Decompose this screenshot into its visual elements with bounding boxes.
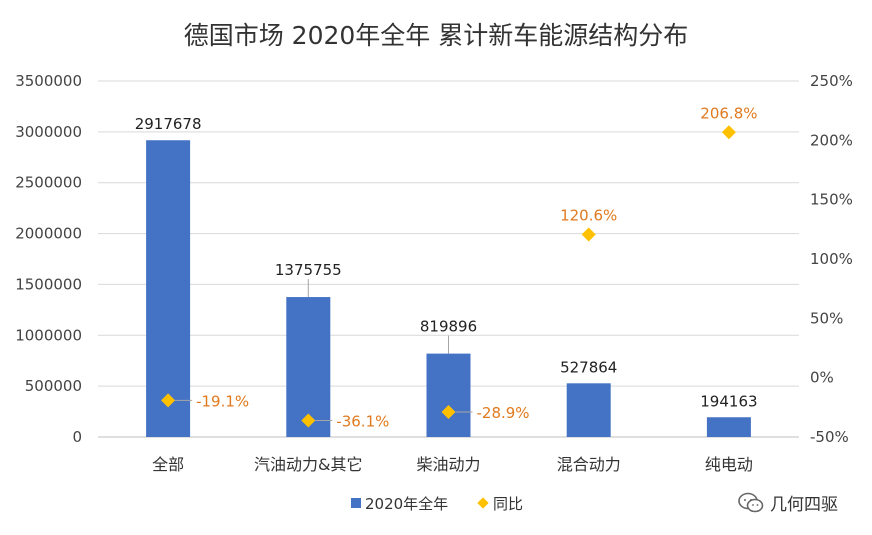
right-tick-label: 0% [810, 369, 834, 387]
bar [146, 140, 191, 437]
bar-value-label: 1375755 [275, 261, 342, 279]
watermark-text: 几何四驱 [770, 495, 838, 515]
right-tick-label: 200% [810, 131, 853, 149]
right-tick-label: 100% [810, 250, 853, 268]
marker-point [581, 227, 596, 242]
bar-value-label: 194163 [700, 392, 757, 410]
left-tick-label: 500000 [25, 377, 82, 395]
chart-title: 德国市场 2020年全年 累计新车能源结构分布 [184, 21, 689, 50]
bar [566, 383, 611, 437]
left-tick-label: 1000000 [15, 326, 82, 344]
marker-value-label: -28.9% [477, 404, 530, 422]
legend-marker-label: 同比 [493, 495, 523, 513]
right-tick-label: 250% [810, 72, 853, 90]
category-labels: 全部 汽油动力&其它 柴油动力 混合动力 纯电动 [152, 455, 753, 474]
left-tick-label: 3500000 [15, 72, 82, 90]
right-tick-label: -50% [810, 428, 849, 446]
legend-bar-label: 2020年全年 [365, 495, 448, 513]
marker-point [721, 125, 736, 140]
marker-value-label: -36.1% [336, 413, 389, 431]
left-tick-label: 3000000 [15, 123, 82, 141]
bar-series: 2917678 1375755 819896 527864 194163 [135, 115, 758, 437]
left-axis-ticks: 0 500000 1000000 1500000 2000000 2500000 30000… [15, 72, 82, 446]
marker-point [301, 413, 316, 428]
label-connectors [175, 279, 473, 422]
legend-bar-swatch [351, 498, 361, 508]
right-tick-label: 50% [810, 309, 843, 327]
category-label: 柴油动力 [416, 455, 480, 474]
marker-point [441, 404, 456, 419]
category-label: 全部 [152, 455, 184, 474]
watermark: 几何四驱 [738, 490, 838, 515]
bar [706, 417, 751, 437]
bar [426, 353, 471, 437]
marker-point [161, 393, 176, 408]
wechat-icon [738, 492, 764, 512]
marker-series: -19.1% -36.1% -28.9% 120.6% 206.8% [161, 104, 758, 431]
bar-value-label: 2917678 [135, 115, 202, 133]
marker-value-label: -19.1% [196, 392, 249, 410]
bar-value-label: 527864 [560, 358, 617, 376]
bar-value-label: 819896 [420, 318, 477, 336]
right-axis-ticks: -50% 0% 50% 100% 150% 200% 250% [810, 72, 853, 446]
left-tick-label: 0 [72, 428, 82, 446]
left-tick-label: 2000000 [15, 225, 82, 243]
right-tick-label: 150% [810, 191, 853, 209]
category-label: 纯电动 [705, 455, 753, 474]
marker-value-label: 206.8% [700, 104, 757, 122]
marker-value-label: 120.6% [560, 207, 617, 225]
left-tick-label: 2500000 [15, 174, 82, 192]
category-label: 汽油动力&其它 [254, 455, 362, 474]
legend-marker-swatch [477, 497, 489, 509]
left-tick-label: 1500000 [15, 275, 82, 293]
category-label: 混合动力 [557, 455, 621, 474]
legend: 2020年全年 同比 [351, 495, 523, 513]
